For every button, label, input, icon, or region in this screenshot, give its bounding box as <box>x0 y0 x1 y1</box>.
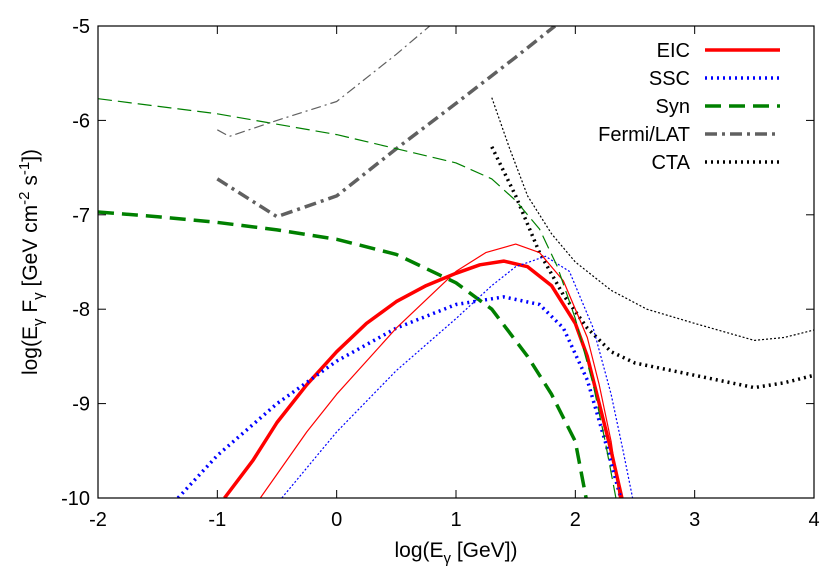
plot-frame <box>97 25 815 499</box>
y-tick-label: -8 <box>72 299 90 321</box>
legend-label: SSC <box>649 68 690 90</box>
series-line-ssc <box>176 295 623 498</box>
legend-label: CTA <box>651 152 690 174</box>
legend-label: EIC <box>657 40 690 62</box>
series-line-cta <box>490 146 814 390</box>
series-line-syn <box>98 210 588 498</box>
axis-ticks: -2 -1 0 1 2 3 4-10-9-8-7-6-5 <box>61 16 819 531</box>
y-tick-label: -9 <box>72 394 90 416</box>
series-line-thin-6 <box>281 255 634 498</box>
legend: EIC SSC Syn Fermi/LAT CTA <box>598 40 780 174</box>
legend-label: Fermi/LAT <box>598 124 690 146</box>
series-line-eic <box>223 259 624 498</box>
x-tick-label: 0 <box>331 509 342 531</box>
x-tick-label: 2 <box>570 509 581 531</box>
y-tick-label: -6 <box>72 110 90 132</box>
series-line-thin-5 <box>259 243 621 498</box>
x-axis-label: log(Eγ [GeV]) <box>394 539 517 567</box>
y-tick-label: -7 <box>72 205 90 227</box>
series-layer <box>98 26 814 498</box>
x-tick-label: -2 <box>89 509 107 531</box>
x-tick-label: 3 <box>689 509 700 531</box>
y-tick-label: -10 <box>61 488 90 510</box>
x-tick-label: 1 <box>450 509 461 531</box>
series-line-thin-7 <box>98 98 617 498</box>
y-axis-label: log(Eγ Fγ [GeV cm-2 s-1]) <box>16 149 47 375</box>
series-line-fermilat <box>216 26 557 219</box>
series-line-thin-8 <box>217 26 431 137</box>
x-tick-label: -1 <box>208 509 226 531</box>
y-tick-label: -5 <box>72 16 90 38</box>
x-tick-label: 4 <box>808 509 819 531</box>
legend-label: Syn <box>656 96 690 118</box>
